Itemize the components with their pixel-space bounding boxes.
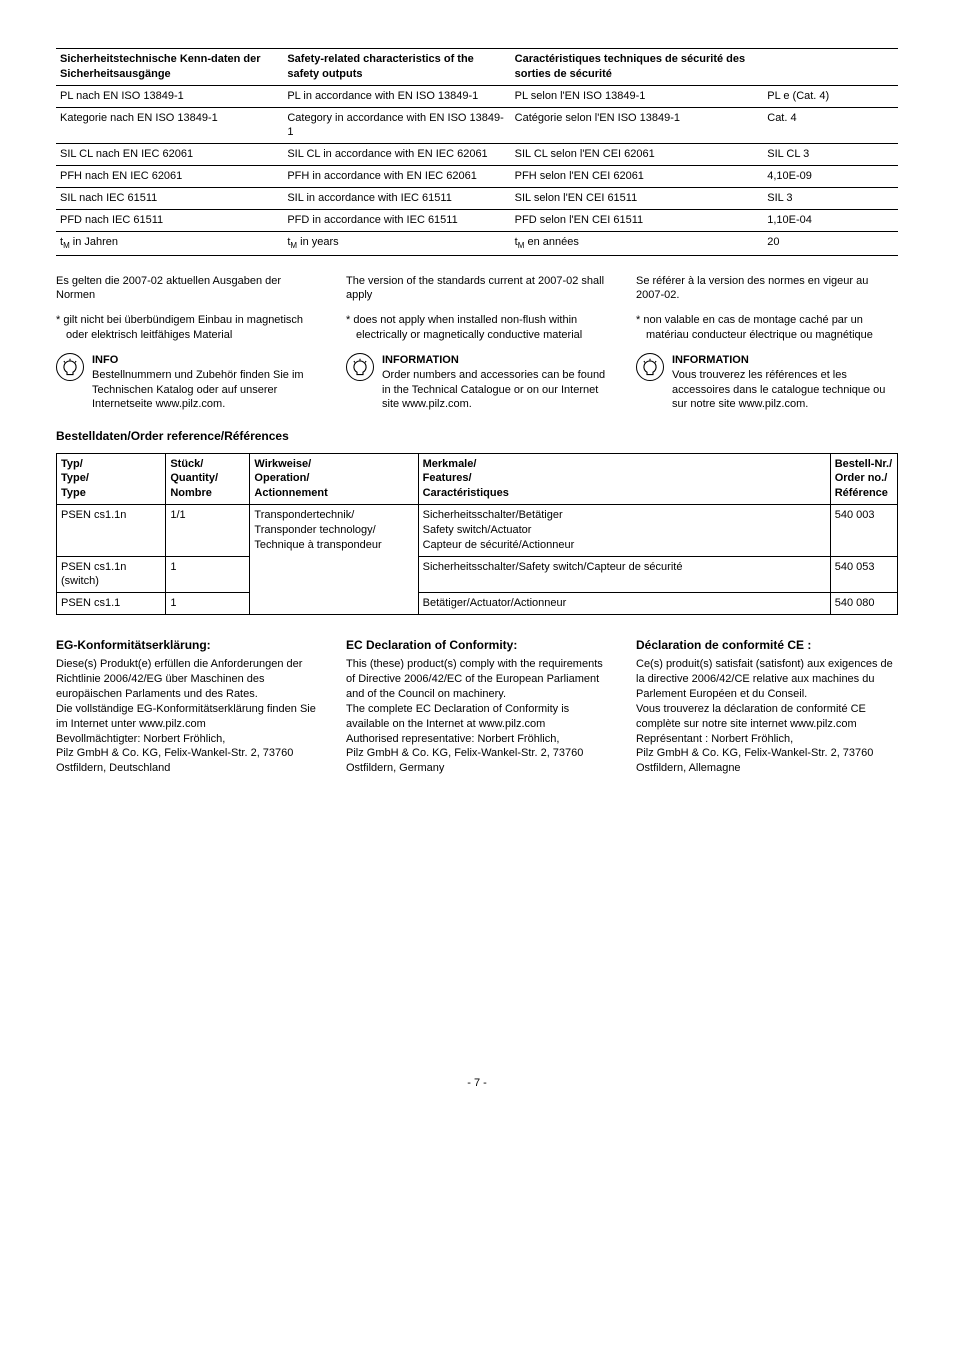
conformity-title-de: EG-Konformitätserklärung: — [56, 637, 318, 653]
conformity-row: EG-Konformitätserklärung: Diese(s) Produ… — [56, 637, 898, 776]
cell-qty: 1 — [166, 556, 250, 593]
table-row: PFH nach EN IEC 62061PFH in accordance w… — [56, 166, 898, 188]
order-header-qty: Stück/ Quantity/ Nombre — [166, 453, 250, 505]
table-row: PSEN cs1.1n 1/1 Transpondertechnik/ Tran… — [57, 505, 898, 557]
asterisk-note-fr: * non valable en cas de montage caché pa… — [636, 313, 898, 343]
info-title-de: INFO — [92, 353, 318, 368]
page-number: - 7 - — [56, 1076, 898, 1091]
table-row: PL nach EN ISO 13849-1PL in accordance w… — [56, 85, 898, 107]
info-box-de: INFO Bestellnummern und Zubehör finden S… — [56, 353, 318, 412]
safety-cell: PFH selon l'EN CEI 62061 — [511, 166, 764, 188]
conformity-body-fr: Ce(s) produit(s) satisfait (satisfont) a… — [636, 657, 898, 776]
safety-cell: Category in accordance with EN ISO 13849… — [283, 107, 510, 144]
order-section-title: Bestelldaten/Order reference/Références — [56, 428, 898, 444]
cell-feat: Sicherheitsschalter/Betätiger Safety swi… — [418, 505, 830, 557]
safety-cell: PL selon l'EN ISO 13849-1 — [511, 85, 764, 107]
info-icon — [346, 353, 374, 381]
notes-col-fr: Se référer à la version des normes en vi… — [636, 274, 898, 413]
conformity-de: EG-Konformitätserklärung: Diese(s) Produ… — [56, 637, 318, 776]
cell-op: Transpondertechnik/ Transponder technolo… — [250, 505, 418, 615]
safety-cell: tM en années — [511, 231, 764, 255]
safety-cell: Cat. 4 — [763, 107, 898, 144]
safety-header-de: Sicherheitstechnische Kenn-daten der Sic… — [56, 49, 283, 86]
safety-cell: SIL CL selon l'EN CEI 62061 — [511, 144, 764, 166]
safety-header-value — [763, 49, 898, 86]
conformity-title-fr: Déclaration de conformité CE : — [636, 637, 898, 653]
safety-cell: tM in years — [283, 231, 510, 255]
table-row: PSEN cs1.1n (switch) 1 Sicherheitsschalt… — [57, 556, 898, 593]
safety-cell: SIL 3 — [763, 187, 898, 209]
safety-cell: SIL nach IEC 61511 — [56, 187, 283, 209]
safety-header-en: Safety-related characteristics of the sa… — [283, 49, 510, 86]
conformity-body-de: Diese(s) Produkt(e) erfüllen die Anforde… — [56, 657, 318, 776]
info-icon — [56, 353, 84, 381]
safety-cell: PFH nach EN IEC 62061 — [56, 166, 283, 188]
conformity-title-en: EC Declaration of Conformity: — [346, 637, 608, 653]
safety-cell: 20 — [763, 231, 898, 255]
conformity-en: EC Declaration of Conformity: This (thes… — [346, 637, 608, 776]
info-icon — [636, 353, 664, 381]
safety-cell: PFH in accordance with EN IEC 62061 — [283, 166, 510, 188]
table-row: tM in JahrentM in yearstM en années20 — [56, 231, 898, 255]
conformity-body-en: This (these) product(s) comply with the … — [346, 657, 608, 776]
info-body-de: Bestellnummern und Zubehör finden Sie im… — [92, 368, 318, 413]
version-note-fr: Se référer à la version des normes en vi… — [636, 274, 898, 304]
safety-cell: PL e (Cat. 4) — [763, 85, 898, 107]
asterisk-note-de: * gilt nicht bei überbündigem Einbau in … — [56, 313, 318, 343]
order-header-op: Wirkweise/ Operation/ Actionnement — [250, 453, 418, 505]
safety-cell: 1,10E-04 — [763, 209, 898, 231]
cell-feat: Sicherheitsschalter/Safety switch/Capteu… — [418, 556, 830, 593]
safety-cell: Kategorie nach EN ISO 13849-1 — [56, 107, 283, 144]
safety-cell: PFD selon l'EN CEI 61511 — [511, 209, 764, 231]
order-header-feat: Merkmale/ Features/ Caractéristiques — [418, 453, 830, 505]
info-title-fr: INFORMATION — [672, 353, 898, 368]
asterisk-note-en: * does not apply when installed non-flus… — [346, 313, 608, 343]
safety-cell: tM in Jahren — [56, 231, 283, 255]
version-note-en: The version of the standards current at … — [346, 274, 608, 304]
info-body-fr: Vous trouverez les références et les acc… — [672, 368, 898, 413]
safety-cell: PL nach EN ISO 13849-1 — [56, 85, 283, 107]
version-note-de: Es gelten die 2007-02 aktuellen Ausgaben… — [56, 274, 318, 304]
cell-ref: 540 080 — [830, 593, 897, 615]
cell-feat: Betätiger/Actuator/Actionneur — [418, 593, 830, 615]
safety-cell: SIL CL 3 — [763, 144, 898, 166]
safety-cell: Catégorie selon l'EN ISO 13849-1 — [511, 107, 764, 144]
cell-type: PSEN cs1.1 — [57, 593, 166, 615]
cell-ref: 540 003 — [830, 505, 897, 557]
notes-row: Es gelten die 2007-02 aktuellen Ausgaben… — [56, 274, 898, 413]
safety-cell: SIL in accordance with IEC 61511 — [283, 187, 510, 209]
cell-type: PSEN cs1.1n — [57, 505, 166, 557]
safety-header-fr: Caractéristiques techniques de sécurité … — [511, 49, 764, 86]
notes-col-de: Es gelten die 2007-02 aktuellen Ausgaben… — [56, 274, 318, 413]
safety-cell: SIL CL nach EN IEC 62061 — [56, 144, 283, 166]
table-row: PFD nach IEC 61511PFD in accordance with… — [56, 209, 898, 231]
table-row: PSEN cs1.1 1 Betätiger/Actuator/Actionne… — [57, 593, 898, 615]
cell-ref: 540 053 — [830, 556, 897, 593]
safety-cell: 4,10E-09 — [763, 166, 898, 188]
table-row: Kategorie nach EN ISO 13849-1Category in… — [56, 107, 898, 144]
info-box-fr: INFORMATION Vous trouverez les référence… — [636, 353, 898, 412]
order-header-type: Typ/ Type/ Type — [57, 453, 166, 505]
conformity-fr: Déclaration de conformité CE : Ce(s) pro… — [636, 637, 898, 776]
info-box-en: INFORMATION Order numbers and accessorie… — [346, 353, 608, 412]
safety-cell: PFD in accordance with IEC 61511 — [283, 209, 510, 231]
cell-qty: 1 — [166, 593, 250, 615]
order-reference-table: Typ/ Type/ Type Stück/ Quantity/ Nombre … — [56, 453, 898, 616]
notes-col-en: The version of the standards current at … — [346, 274, 608, 413]
order-header-ref: Bestell-Nr./ Order no./ Référence — [830, 453, 897, 505]
safety-characteristics-table: Sicherheitstechnische Kenn-daten der Sic… — [56, 48, 898, 256]
table-row: SIL CL nach EN IEC 62061SIL CL in accord… — [56, 144, 898, 166]
cell-type: PSEN cs1.1n (switch) — [57, 556, 166, 593]
safety-cell: SIL CL in accordance with EN IEC 62061 — [283, 144, 510, 166]
safety-cell: SIL selon l'EN CEI 61511 — [511, 187, 764, 209]
safety-cell: PFD nach IEC 61511 — [56, 209, 283, 231]
info-body-en: Order numbers and accessories can be fou… — [382, 368, 608, 413]
table-row: SIL nach IEC 61511SIL in accordance with… — [56, 187, 898, 209]
cell-qty: 1/1 — [166, 505, 250, 557]
safety-cell: PL in accordance with EN ISO 13849-1 — [283, 85, 510, 107]
info-title-en: INFORMATION — [382, 353, 608, 368]
